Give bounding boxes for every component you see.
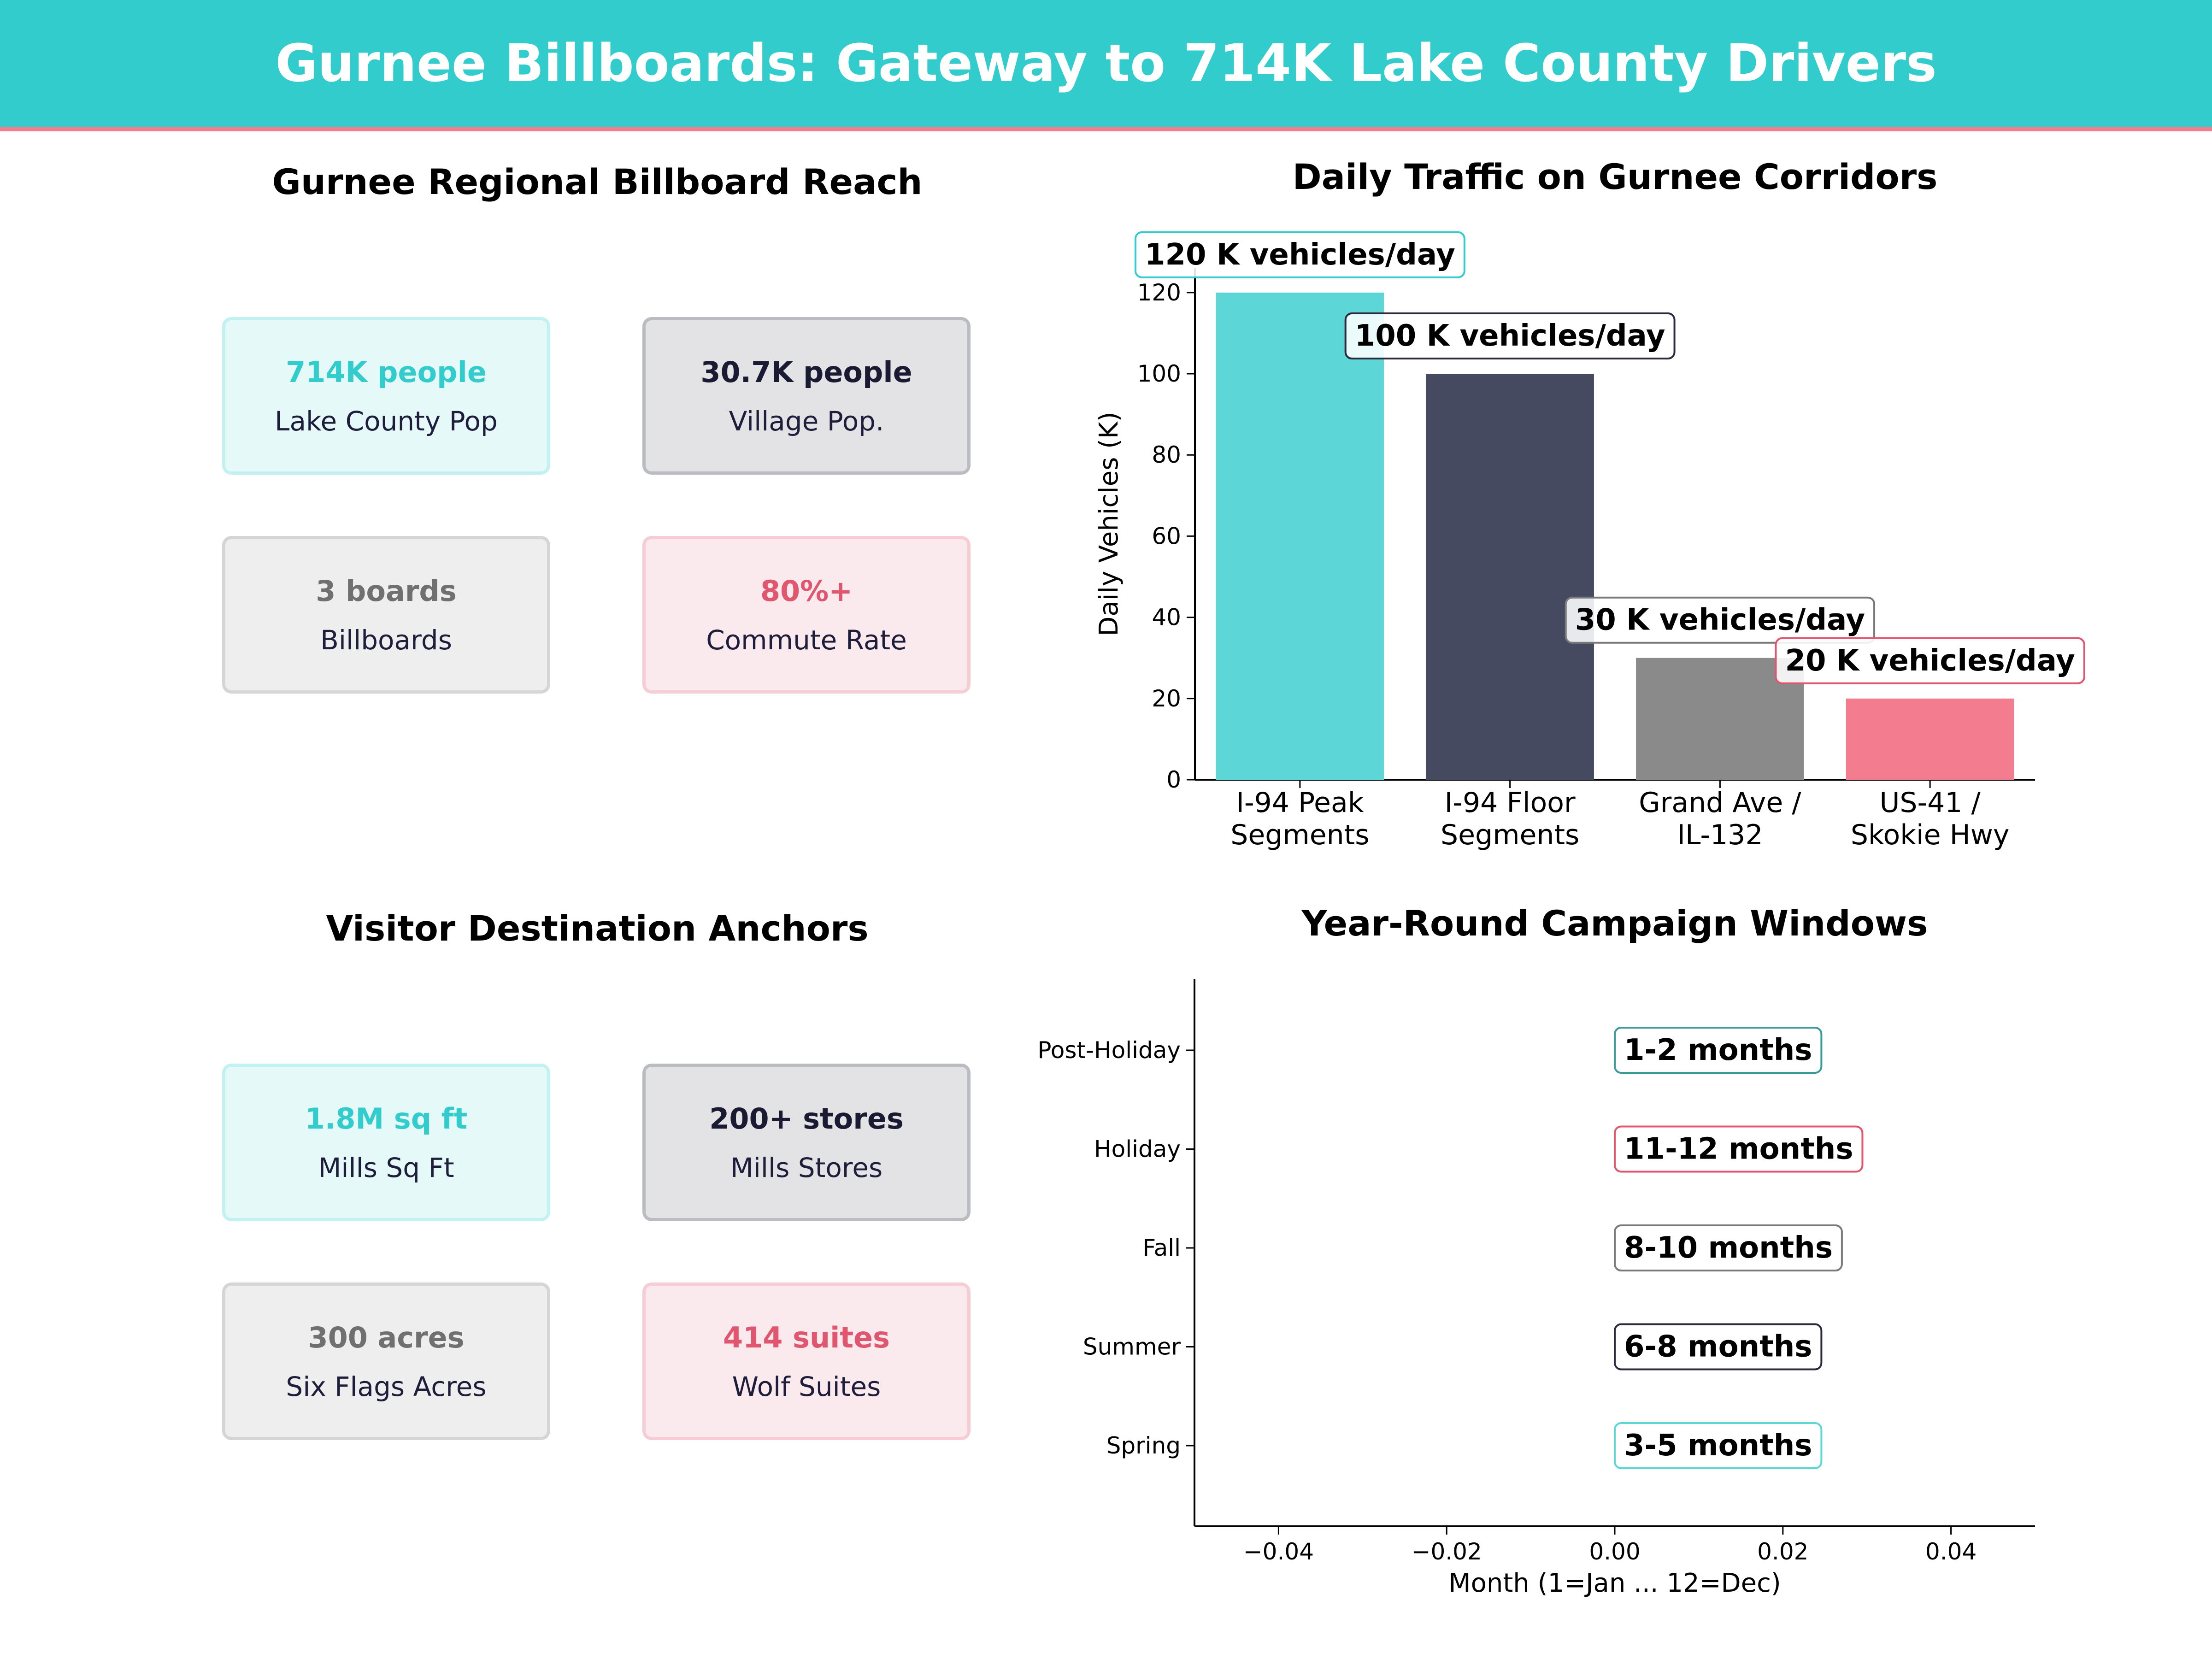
x-tick-label: Grand Ave /: [1639, 787, 1801, 819]
window-annotation: 1-2 months: [1614, 1027, 1823, 1074]
x-tick-label: −0.02: [1412, 1538, 1482, 1565]
stat-value: 30.7K people: [700, 355, 912, 389]
stat-label: Wolf Suites: [732, 1371, 881, 1402]
x-tick-label: I-94 Peak: [1236, 787, 1364, 819]
window-annotation-box: [1614, 1125, 1864, 1173]
window-annotation-box: [1614, 1027, 1823, 1074]
stat-value: 300 acres: [308, 1320, 465, 1354]
x-tick-label: IL-132: [1677, 819, 1763, 851]
data-label-text: 100 K vehicles/day: [1355, 319, 1665, 353]
stat-value: 3 boards: [316, 574, 457, 608]
data-label: 20 K vehicles/day: [1775, 637, 2085, 684]
y-tick-label: 20: [1152, 685, 1181, 712]
stat-label: Billboards: [320, 624, 452, 656]
data-label-box: [1344, 312, 1676, 360]
stat-value: 1.8M sq ft: [305, 1101, 468, 1135]
x-tick-label: US-41 /: [1879, 787, 1981, 819]
x-tick-label: 0.02: [1757, 1538, 1808, 1565]
window-annotation-box: [1614, 1323, 1823, 1371]
x-tick-label: Skokie Hwy: [1851, 819, 2010, 851]
stat-label: Mills Stores: [730, 1152, 883, 1183]
x-tick-label: I-94 Floor: [1445, 787, 1576, 819]
x-tick-label: Segments: [1441, 819, 1579, 851]
chart-title: Daily Traffic on Gurnee Corridors: [1293, 156, 1938, 197]
y-tick-label: 100: [1137, 360, 1181, 387]
bar: [1216, 292, 1384, 780]
stat-label: Mills Sq Ft: [318, 1152, 454, 1183]
window-annotation: 3-5 months: [1614, 1422, 1823, 1469]
stat-label: Commute Rate: [706, 624, 907, 656]
stat-card: 714K people Lake County Pop: [222, 317, 550, 475]
window-annotation: 11-12 months: [1614, 1125, 1864, 1173]
traffic-bar-chart: Daily Traffic on Gurnee Corridors Daily V…: [1094, 156, 2085, 851]
x-axis-label: Month (1=Jan ... 12=Dec): [1448, 1568, 1781, 1598]
y-tick-label: Holiday: [1094, 1136, 1181, 1163]
data-label-text: 30 K vehicles/day: [1575, 603, 1865, 637]
reach-panel-title: Gurnee Regional Billboard Reach: [272, 161, 923, 202]
stat-value: 200+ stores: [709, 1101, 904, 1135]
chart-title: Year-Round Campaign Windows: [1301, 903, 1928, 944]
y-tick-label: Spring: [1106, 1432, 1181, 1459]
window-annotation-text: 6-8 months: [1624, 1330, 1812, 1364]
bar: [1426, 374, 1594, 780]
window-annotation-box: [1614, 1422, 1823, 1469]
bar: [1846, 698, 2014, 780]
data-label-box: [1775, 637, 2085, 684]
stat-label: Village Pop.: [729, 405, 884, 437]
data-label-text: 20 K vehicles/day: [1785, 644, 2075, 678]
window-annotation: 6-8 months: [1614, 1323, 1823, 1371]
y-tick-label: 80: [1152, 441, 1181, 468]
window-annotation-box: [1614, 1224, 1843, 1271]
x-tick-label: −0.04: [1243, 1538, 1314, 1565]
y-axis-label: Daily Vehicles (K): [1094, 412, 1124, 636]
data-label-box: [1565, 596, 1876, 644]
stat-label: Lake County Pop: [275, 405, 498, 437]
anchors-panel-title: Visitor Destination Anchors: [326, 908, 869, 949]
data-label-box: [1134, 231, 1465, 278]
stat-card: 300 acres Six Flags Acres: [222, 1282, 550, 1440]
x-tick-label: 0.00: [1589, 1538, 1640, 1565]
stat-card: 414 suites Wolf Suites: [642, 1282, 971, 1440]
x-tick-label: Segments: [1230, 819, 1369, 851]
y-tick-label: Summer: [1083, 1334, 1181, 1360]
data-label: 120 K vehicles/day: [1134, 231, 1465, 278]
y-tick-label: Fall: [1142, 1235, 1181, 1261]
stat-card: 80%+ Commute Rate: [642, 536, 971, 694]
y-tick-label: 0: [1166, 766, 1181, 793]
stat-value: 714K people: [286, 355, 487, 389]
stat-card: 30.7K people Village Pop.: [642, 317, 971, 475]
stat-label: Six Flags Acres: [286, 1371, 487, 1402]
y-tick-label: 60: [1152, 523, 1181, 549]
y-tick-label: Post-Holiday: [1037, 1037, 1181, 1064]
y-tick-label: 120: [1137, 279, 1181, 306]
campaign-windows-chart: Year-Round Campaign Windows −0.04 −0.02 0.0…: [1037, 903, 2035, 1598]
y-tick-label: 40: [1152, 604, 1181, 631]
header-banner: Gurnee Billboards: Gateway to 714K Lake …: [0, 0, 2212, 131]
stat-card: 200+ stores Mills Stores: [642, 1064, 971, 1221]
stat-card: 3 boards Billboards: [222, 536, 550, 694]
data-label: 30 K vehicles/day: [1565, 596, 1876, 644]
window-annotation-text: 1-2 months: [1624, 1033, 1812, 1067]
stat-card: 1.8M sq ft Mills Sq Ft: [222, 1064, 550, 1221]
window-annotation: 8-10 months: [1614, 1224, 1843, 1271]
page-title: Gurnee Billboards: Gateway to 714K Lake …: [275, 34, 1937, 94]
window-annotation-text: 3-5 months: [1624, 1429, 1812, 1463]
data-label-text: 120 K vehicles/day: [1145, 238, 1455, 272]
x-tick-label: 0.04: [1925, 1538, 1977, 1565]
window-annotation-text: 11-12 months: [1624, 1132, 1853, 1166]
stat-value: 80%+: [760, 574, 853, 608]
window-annotation-text: 8-10 months: [1624, 1231, 1833, 1265]
stat-value: 414 suites: [723, 1320, 890, 1354]
data-label: 100 K vehicles/day: [1344, 312, 1676, 360]
